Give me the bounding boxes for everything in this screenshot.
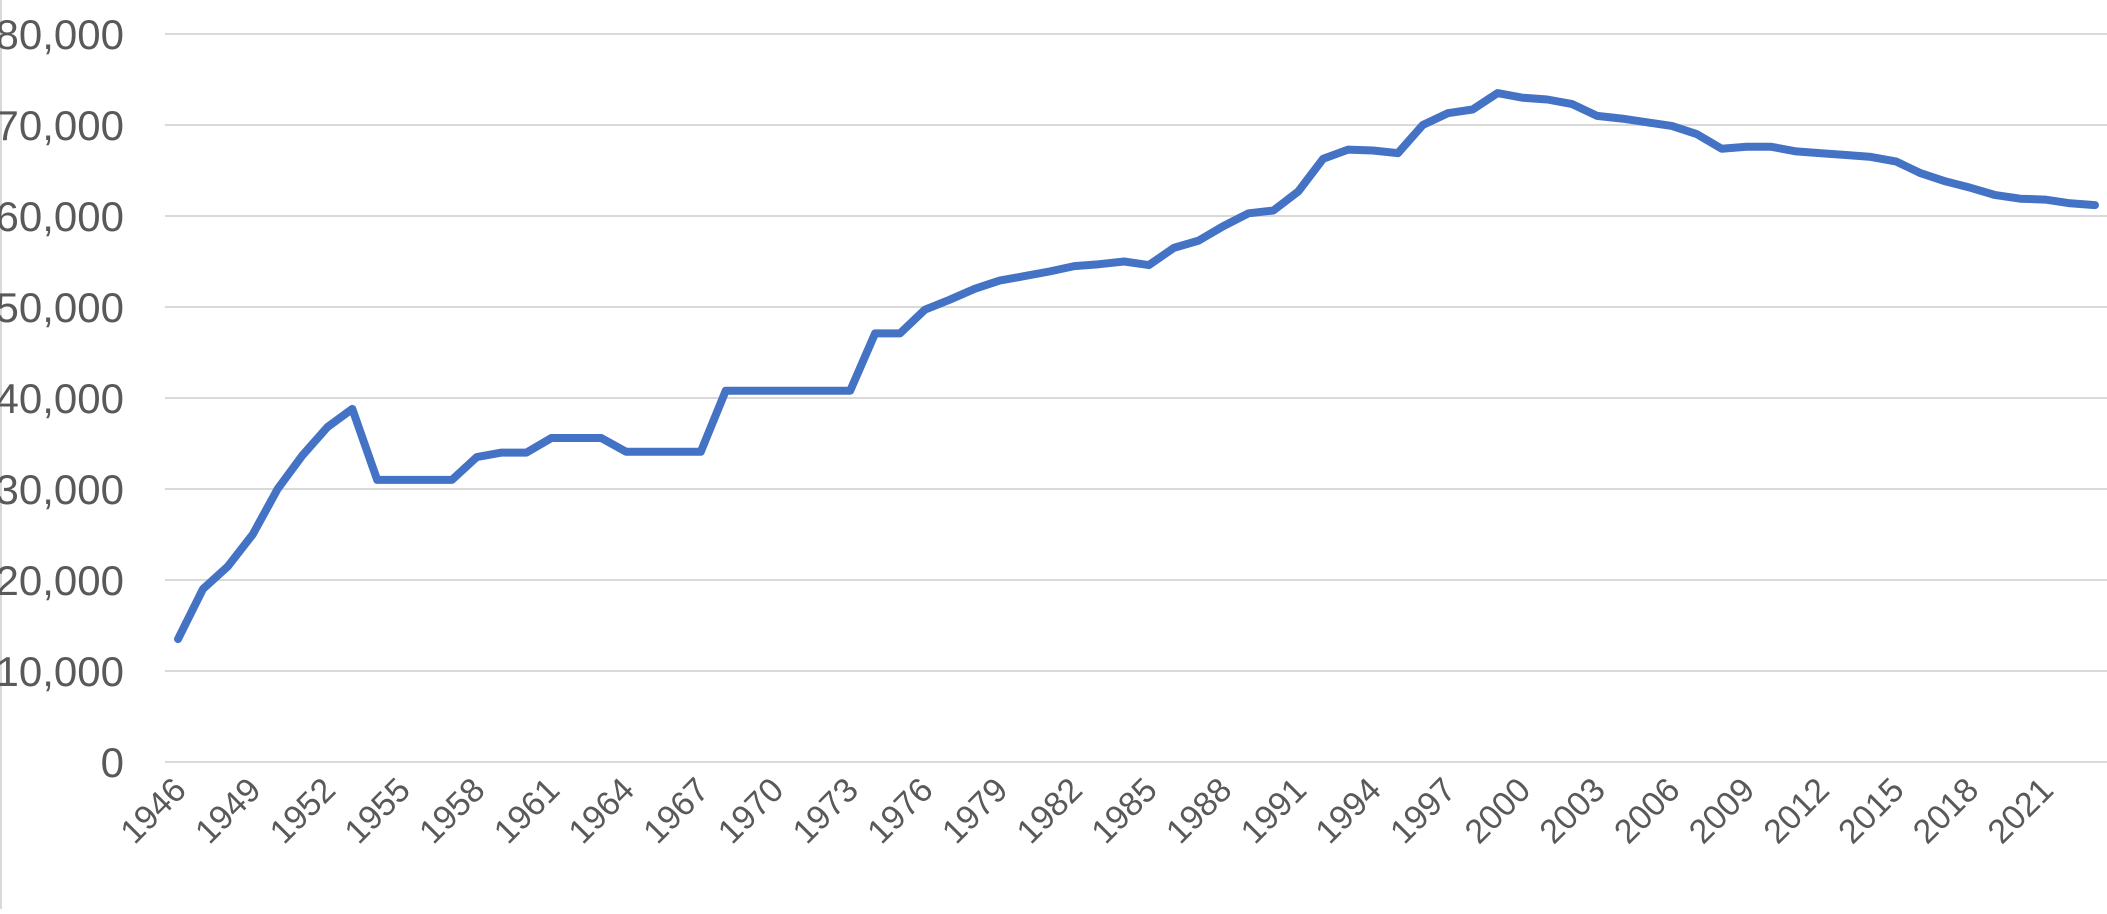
x-tick-label: 2021 xyxy=(1981,771,2061,851)
series-line xyxy=(174,89,2099,644)
x-tick-label: 1994 xyxy=(1308,771,1388,851)
x-tick-label: 1961 xyxy=(487,771,567,851)
x-tick-label: 1988 xyxy=(1159,771,1239,851)
x-tick-label: 1955 xyxy=(337,771,417,851)
x-tick-label: 1997 xyxy=(1383,771,1463,851)
x-tick-label: 1982 xyxy=(1010,771,1090,851)
x-tick-label: 1952 xyxy=(263,771,343,851)
y-tick-label: 40,000 xyxy=(0,375,124,422)
x-tick-label: 1991 xyxy=(1234,771,1314,851)
x-tick-label: 1979 xyxy=(935,771,1015,851)
x-tick-label: 1985 xyxy=(1084,771,1164,851)
x-tick-label: 2015 xyxy=(1831,771,1911,851)
y-tick-label: 70,000 xyxy=(0,102,124,149)
y-tick-label: 50,000 xyxy=(0,284,124,331)
x-tick-label: 1967 xyxy=(636,771,716,851)
x-tick-label: 1976 xyxy=(860,771,940,851)
y-tick-label: 80,000 xyxy=(0,11,124,58)
x-tick-label: 2009 xyxy=(1682,771,1762,851)
y-tick-label: 10,000 xyxy=(0,648,124,695)
x-tick-label: 1964 xyxy=(561,771,641,851)
x-axis-tick-labels: 1946194919521955195819611964196719701973… xyxy=(113,771,2061,851)
x-tick-label: 2006 xyxy=(1607,771,1687,851)
x-tick-label: 1973 xyxy=(785,771,865,851)
x-tick-label: 2000 xyxy=(1458,771,1538,851)
x-tick-label: 2012 xyxy=(1756,771,1836,851)
y-tick-label: 30,000 xyxy=(0,466,124,513)
y-tick-label: 60,000 xyxy=(0,193,124,240)
y-tick-label: 0 xyxy=(101,739,124,786)
x-tick-label: 1958 xyxy=(412,771,492,851)
x-tick-label: 1949 xyxy=(188,771,268,851)
x-tick-label: 1970 xyxy=(711,771,791,851)
x-tick-label: 2018 xyxy=(1906,771,1986,851)
series-layer xyxy=(174,89,2099,644)
x-tick-label: 2003 xyxy=(1532,771,1612,851)
x-tick-label: 1946 xyxy=(113,771,193,851)
y-axis-tick-labels: 0 10,000 20,000 30,000 40,000 50,000 60,000 70,… xyxy=(0,11,124,786)
y-tick-label: 20,000 xyxy=(0,557,124,604)
